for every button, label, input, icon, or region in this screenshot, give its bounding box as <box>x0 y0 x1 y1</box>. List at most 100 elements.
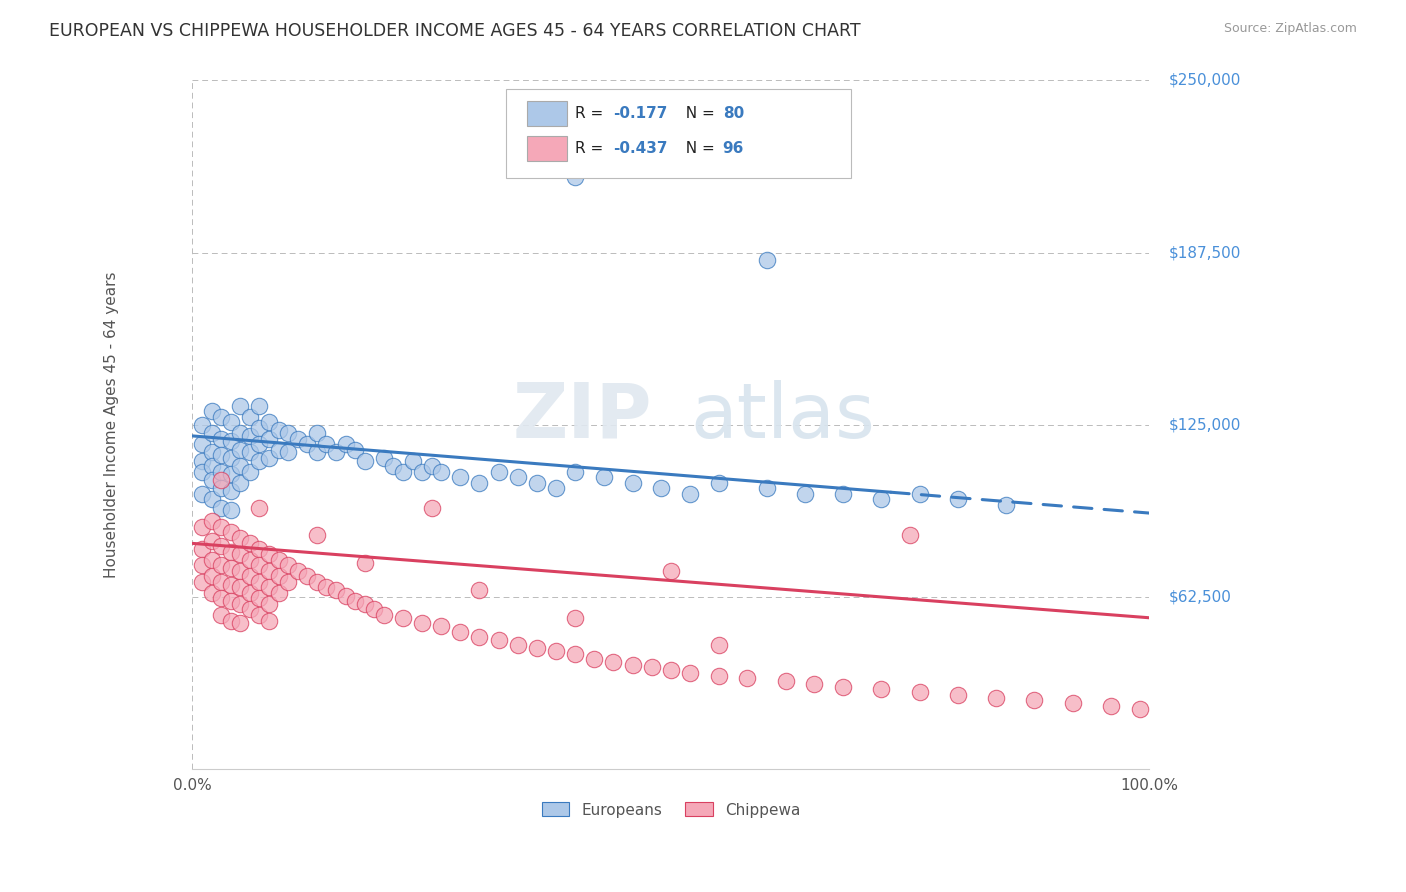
Point <box>449 470 471 484</box>
Point <box>219 577 242 591</box>
Point <box>526 641 548 656</box>
Point <box>488 632 510 647</box>
Point <box>249 607 271 622</box>
Point <box>200 569 222 583</box>
Point <box>277 426 299 441</box>
Point <box>564 611 586 625</box>
Text: N =: N = <box>676 106 720 120</box>
Point <box>679 665 702 680</box>
Point <box>209 539 232 553</box>
Text: R =: R = <box>575 142 609 156</box>
Point <box>564 647 586 661</box>
Point <box>191 541 214 556</box>
Point <box>219 483 242 498</box>
Point <box>239 409 262 424</box>
Point <box>363 602 385 616</box>
Point <box>209 500 232 515</box>
Point <box>249 437 271 451</box>
Point <box>621 475 644 490</box>
Point <box>239 553 262 567</box>
Text: N =: N = <box>676 142 720 156</box>
Point <box>315 437 337 451</box>
Point <box>297 437 319 451</box>
Point <box>659 663 682 677</box>
Point <box>229 597 252 611</box>
Point <box>200 459 222 474</box>
Point <box>946 492 969 507</box>
Point <box>353 453 375 467</box>
Point <box>219 503 242 517</box>
Point <box>908 685 931 699</box>
Point <box>229 426 252 441</box>
Point <box>229 564 252 578</box>
Point <box>239 445 262 459</box>
Point <box>650 481 672 495</box>
Point <box>526 475 548 490</box>
Point <box>544 644 567 658</box>
Point <box>870 682 893 697</box>
Point <box>209 481 232 495</box>
Point <box>229 616 252 631</box>
Point <box>775 674 797 689</box>
Point <box>229 548 252 562</box>
Text: R =: R = <box>575 106 609 120</box>
Point <box>219 544 242 558</box>
Point <box>257 548 280 562</box>
Point <box>209 574 232 589</box>
Point <box>191 437 214 451</box>
Point <box>219 561 242 575</box>
Text: -0.177: -0.177 <box>613 106 668 120</box>
Point <box>506 470 529 484</box>
Point <box>257 450 280 465</box>
Point <box>209 607 232 622</box>
Point <box>209 558 232 573</box>
Point <box>382 459 405 474</box>
Point <box>267 424 290 438</box>
Point <box>191 453 214 467</box>
Point <box>679 487 702 501</box>
Point <box>898 528 921 542</box>
Point <box>946 688 969 702</box>
Point <box>219 415 242 429</box>
Point <box>229 459 252 474</box>
Text: $125,000: $125,000 <box>1168 417 1240 433</box>
Point <box>191 574 214 589</box>
Point <box>1099 698 1122 713</box>
Point <box>277 445 299 459</box>
Legend: Europeans, Chippewa: Europeans, Chippewa <box>536 797 806 823</box>
Point <box>200 586 222 600</box>
Point <box>488 465 510 479</box>
Point <box>239 586 262 600</box>
Point <box>257 415 280 429</box>
Point <box>468 583 491 598</box>
Text: 80: 80 <box>723 106 744 120</box>
Point <box>373 607 395 622</box>
Point <box>755 481 778 495</box>
Point <box>641 660 664 674</box>
Point <box>430 465 453 479</box>
Point <box>353 556 375 570</box>
Point <box>239 429 262 443</box>
Point <box>344 594 367 608</box>
Point <box>249 541 271 556</box>
Point <box>344 442 367 457</box>
Point <box>257 614 280 628</box>
Point <box>229 399 252 413</box>
Text: -0.437: -0.437 <box>613 142 668 156</box>
Point <box>305 445 328 459</box>
Point <box>994 498 1017 512</box>
Point <box>373 450 395 465</box>
Point <box>737 672 759 686</box>
Point <box>277 574 299 589</box>
Point <box>200 404 222 418</box>
Point <box>564 465 586 479</box>
Point <box>707 475 730 490</box>
Point <box>297 569 319 583</box>
Point <box>209 409 232 424</box>
Point <box>249 591 271 606</box>
Point <box>209 432 232 446</box>
Point <box>209 473 232 487</box>
Point <box>335 437 357 451</box>
Text: $250,000: $250,000 <box>1168 73 1240 88</box>
Point <box>239 465 262 479</box>
